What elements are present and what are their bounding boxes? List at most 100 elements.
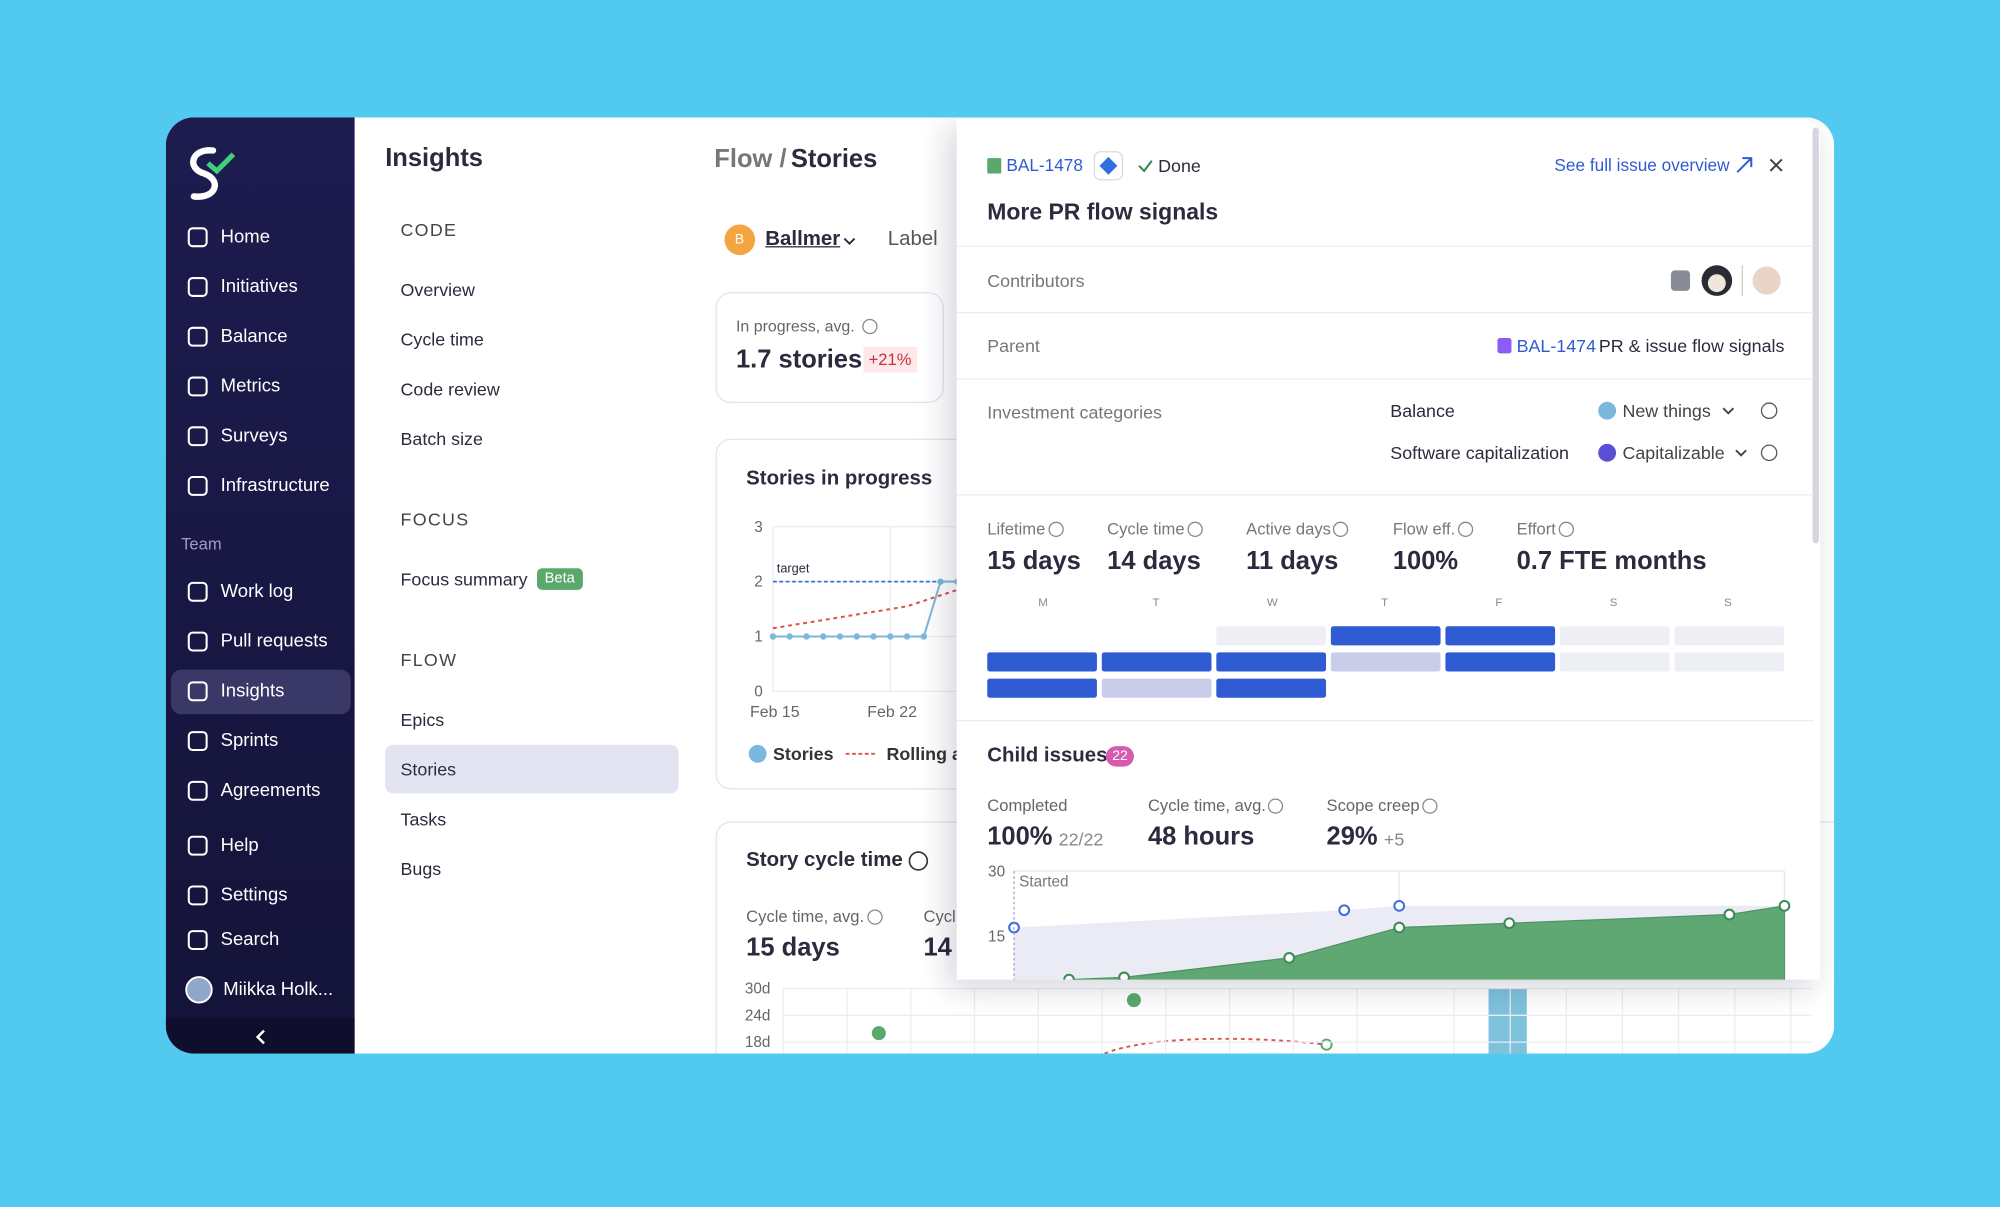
stat-value: 48 hours [1147, 822, 1255, 851]
nav-item[interactable]: Insights [220, 681, 285, 702]
expand-icon[interactable] [1737, 158, 1751, 172]
nav-item[interactable]: Pull requests [220, 631, 328, 652]
close-button[interactable] [1770, 159, 1781, 170]
nav-item[interactable]: Initiatives [220, 276, 298, 298]
chevron[interactable] [1736, 450, 1746, 455]
menu-item[interactable]: Bugs [400, 858, 442, 879]
sidebar [165, 117, 355, 1054]
nav-icon [187, 835, 208, 856]
nav-icon [187, 930, 208, 950]
nav-icon [187, 631, 208, 652]
metric-label: Cycle time [1107, 519, 1185, 539]
y-tick-label: 30d [744, 979, 771, 998]
menu-item[interactable]: Tasks [400, 808, 447, 830]
menu-item[interactable]: Cycle time [400, 329, 484, 350]
team-select[interactable]: Ballmer [765, 228, 841, 250]
category-value[interactable]: Capitalizable [1622, 442, 1725, 464]
sidebar-active [170, 669, 351, 715]
stage: Home Initiatives Balance Metrics Surveys Infr… [165, 117, 1835, 1054]
nav-icon [187, 885, 208, 906]
menu-heading: FLOW [400, 649, 458, 670]
chevron[interactable] [1723, 408, 1733, 413]
nav-item[interactable]: Search [220, 929, 280, 951]
menu-item[interactable]: Focus summary [400, 568, 528, 590]
contributor-avatar[interactable] [1753, 267, 1781, 295]
annotation: Started [1019, 872, 1069, 891]
metric-label: Effort [1516, 519, 1556, 539]
page: Home Initiatives Balance Metrics Surveys Infr… [165, 117, 1835, 1054]
nav-icon [187, 476, 208, 496]
calendar-cell [987, 652, 1097, 671]
legend-label: Rolling a [886, 743, 962, 765]
category-value[interactable]: New things [1622, 400, 1711, 421]
menu-item[interactable]: Overview [400, 279, 475, 300]
stat-extra: +5 [1383, 829, 1405, 850]
point [786, 633, 793, 640]
kpi-value: 1.7 stories [735, 345, 863, 374]
point [1339, 905, 1349, 915]
category-dot [1598, 444, 1616, 462]
filter[interactable]: Label [887, 228, 938, 250]
nav-item[interactable]: Help [220, 835, 259, 856]
badge: Beta [536, 568, 583, 590]
nav-item[interactable]: Agreements [220, 780, 321, 802]
chart-title: Story cycle time [746, 849, 903, 872]
nav-item[interactable]: Infrastructure [220, 475, 330, 497]
category-name: Balance [1390, 400, 1455, 421]
stat-label: Cycl [923, 906, 956, 927]
menu-item[interactable]: Epics [400, 709, 445, 730]
weekday: M [1038, 595, 1048, 609]
menu-item[interactable]: Code review [400, 378, 500, 400]
nav-item[interactable]: Settings [220, 885, 288, 906]
section-title: Child issues [987, 744, 1108, 767]
nav-item[interactable]: Home [220, 227, 271, 248]
legend-swatch [748, 744, 767, 763]
jira-mark [1099, 157, 1117, 175]
point [853, 633, 860, 640]
calendar-cell [1560, 652, 1670, 671]
series-line [772, 580, 958, 638]
nav-item[interactable]: Metrics [220, 376, 281, 397]
info-icon [1188, 522, 1202, 536]
stat-label: Cycle time, avg. [746, 906, 865, 927]
y-tick-label: 2 [754, 572, 763, 591]
calendar-cell [1674, 626, 1784, 645]
series-line [772, 588, 958, 630]
scrollbar[interactable] [1812, 127, 1819, 544]
point [920, 633, 927, 640]
point [1504, 918, 1514, 928]
point [937, 578, 944, 585]
calendar-cell [1674, 652, 1784, 671]
user-name[interactable]: Miikka Holk... [223, 979, 334, 1000]
point [870, 633, 877, 640]
legend-label: Stories [772, 743, 834, 765]
point [1394, 901, 1404, 911]
nav-icon [187, 581, 208, 602]
issue-link[interactable]: See full issue overview [1554, 155, 1730, 175]
done-check [1139, 161, 1152, 171]
collapse-icon[interactable] [255, 1029, 265, 1045]
stat-label: Cycle time, avg. [1147, 795, 1266, 816]
menu-active [385, 744, 679, 794]
nav-icon [187, 780, 208, 801]
metric-label: Lifetime [987, 519, 1046, 539]
nav-item[interactable]: Balance [220, 326, 288, 347]
nav-item[interactable]: Surveys [220, 426, 288, 447]
menu-item[interactable]: Batch size [400, 428, 483, 449]
menu-item[interactable]: Stories [400, 758, 457, 780]
issue-key[interactable]: BAL-1478 [1006, 155, 1083, 175]
chevron [843, 237, 856, 245]
issue-icon [987, 158, 1001, 173]
y-tick-label: 0 [754, 682, 763, 701]
calendar-cell [1331, 626, 1441, 645]
calendar-cell [1216, 652, 1326, 671]
parent-key[interactable]: BAL-1474 [1516, 335, 1597, 356]
nav-item[interactable]: Sprints [220, 730, 279, 752]
nav-item[interactable]: Work log [220, 581, 294, 603]
calendar-cell [987, 679, 1097, 698]
nav-icon [187, 681, 208, 702]
point [1126, 993, 1141, 1008]
calendar-cell [1331, 652, 1441, 671]
contributor-avatar[interactable] [1671, 270, 1690, 290]
info-icon [1761, 403, 1776, 418]
